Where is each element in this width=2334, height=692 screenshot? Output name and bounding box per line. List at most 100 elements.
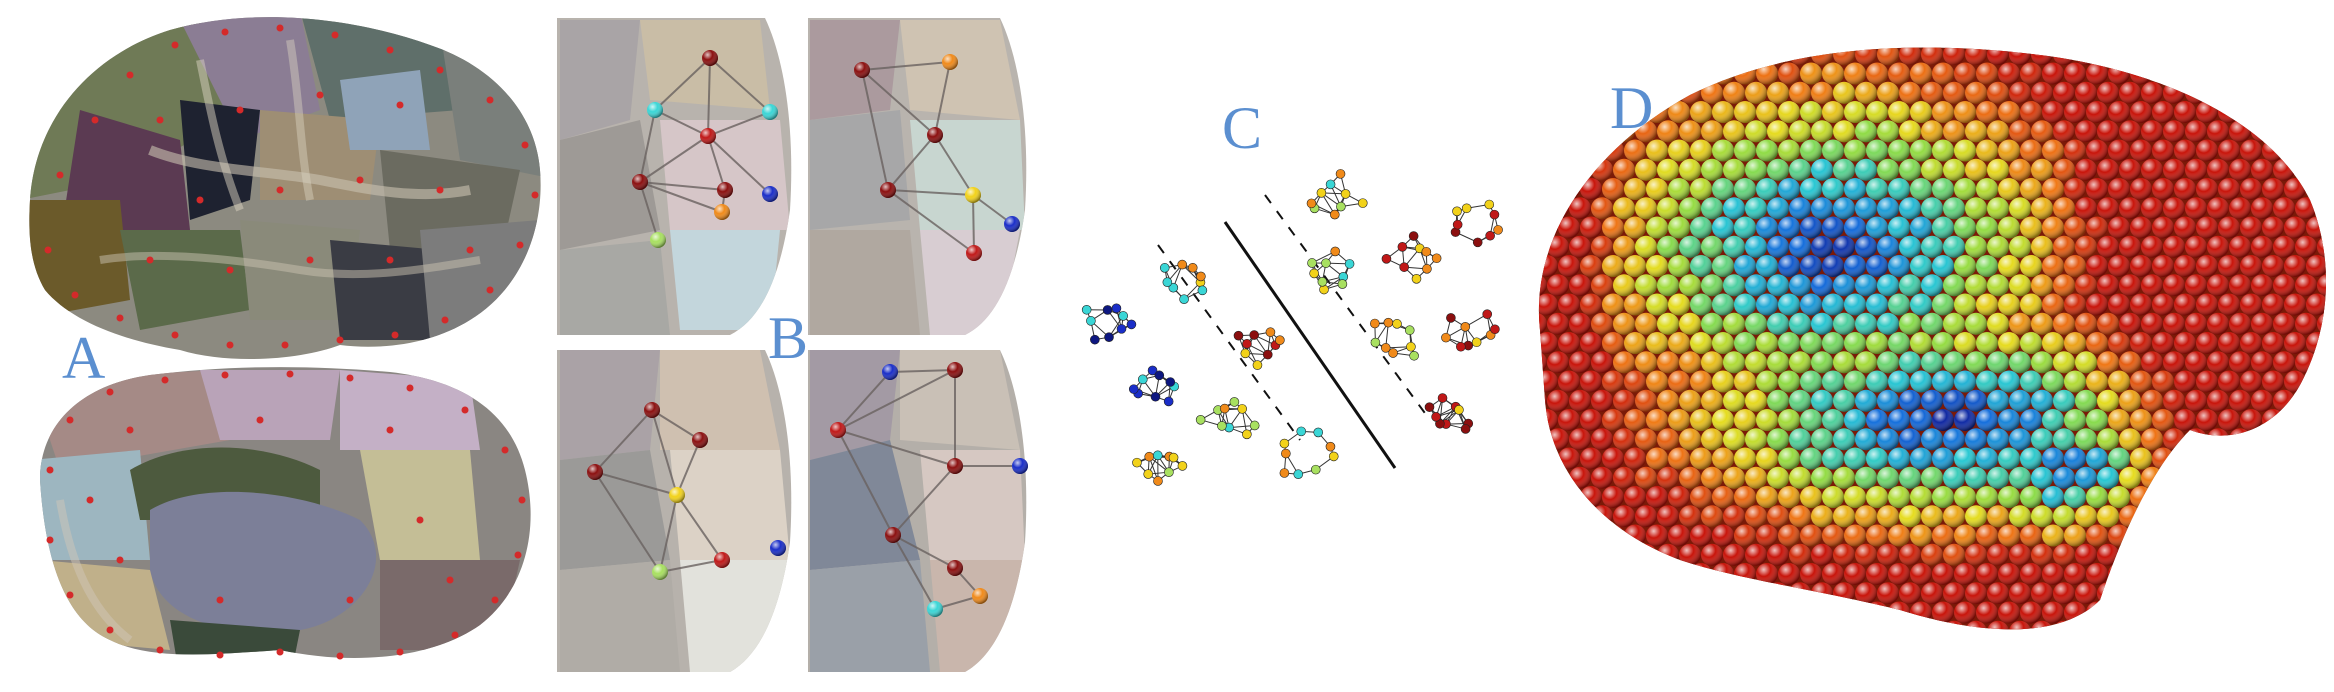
cortical-node-highlight [2207, 274, 2229, 296]
cortical-node-highlight [2163, 236, 2185, 258]
cortical-node-highlight [1679, 582, 1701, 604]
cortical-node-highlight [2306, 294, 2328, 316]
cortical-node-highlight [2174, 101, 2196, 123]
cortical-node-highlight [1591, 274, 1613, 296]
cortical-node-highlight [2328, 63, 2334, 85]
cortical-node-highlight [2130, 525, 2152, 547]
cortical-node-highlight [1580, 332, 1602, 354]
cortical-node-sphere [1536, 486, 1558, 508]
cortical-node-highlight [1976, 448, 1998, 470]
cortical-node-highlight [2317, 505, 2334, 527]
cortical-node-highlight [2273, 621, 2295, 643]
cortical-node-highlight [1723, 582, 1745, 604]
cortical-node-highlight [1514, 332, 1536, 354]
cortical-node-sphere [1580, 24, 1602, 46]
cortical-node-highlight [1954, 486, 1976, 508]
cortical-node-highlight [2075, 467, 2097, 489]
cortical-node-highlight [1525, 351, 1547, 373]
cortical-node-highlight [1701, 544, 1723, 566]
network-node-shade [717, 182, 733, 198]
cortical-node-highlight [1767, 313, 1789, 335]
cortical-node-highlight [2240, 563, 2262, 585]
cortical-node-highlight [2108, 178, 2130, 200]
cortical-node-highlight [2328, 140, 2334, 162]
cortical-node-sphere [1569, 159, 1591, 181]
cortical-node-sphere [1569, 621, 1591, 643]
cortical-node-sphere [2251, 582, 2273, 604]
cortical-node-highlight [2163, 390, 2185, 412]
cortical-node-highlight [2229, 390, 2251, 412]
cortical-node-sphere [1525, 505, 1547, 527]
cortical-node-highlight [2328, 448, 2334, 470]
landmark-marker [397, 649, 404, 656]
cortical-node-highlight [2163, 43, 2185, 65]
cortical-node-highlight [1943, 428, 1965, 450]
cortical-node-highlight [1822, 448, 1844, 470]
cortical-node-highlight [1624, 332, 1646, 354]
cortical-node-sphere [2163, 621, 2185, 643]
small-graph-node [1198, 286, 1207, 295]
cortical-node-highlight [2185, 159, 2207, 181]
small-graph-node [1472, 338, 1481, 347]
cortical-node-highlight [1723, 82, 1745, 104]
cortical-node-highlight [2152, 255, 2174, 277]
cortical-node-sphere [2141, 582, 2163, 604]
cortical-node-highlight [1712, 563, 1734, 585]
cortical-node-highlight [1657, 351, 1679, 373]
cortical-node-highlight [2031, 351, 2053, 373]
cortical-node-highlight [1613, 159, 1635, 181]
cortical-node-sphere [2306, 101, 2328, 123]
cortical-node-sphere [2196, 24, 2218, 46]
cortical-node-highlight [1965, 313, 1987, 335]
cortical-node-highlight [1888, 178, 1910, 200]
cortical-node-sphere [2141, 621, 2163, 643]
cortical-node-highlight [2020, 255, 2042, 277]
cortical-node-sphere [1580, 101, 1602, 123]
cortical-node-highlight [2196, 332, 2218, 354]
cortical-node-highlight [1657, 43, 1679, 65]
network-node-shade [885, 527, 901, 543]
cortical-node-highlight [1679, 428, 1701, 450]
cortical-node-highlight [2207, 82, 2229, 104]
cortical-node-highlight [1580, 178, 1602, 200]
landmark-marker [392, 332, 399, 339]
cortical-node-highlight [1525, 43, 1547, 65]
network-node-shade [770, 540, 786, 556]
cortical-node-highlight [1767, 236, 1789, 258]
cortical-node-highlight [1679, 621, 1701, 643]
cortical-node-highlight [2130, 217, 2152, 239]
cortical-node-highlight [2075, 505, 2097, 527]
cortical-node-highlight [1602, 217, 1624, 239]
cortical-node-highlight [1536, 371, 1558, 393]
cortical-node-highlight [1668, 409, 1690, 431]
cortical-node-highlight [1954, 563, 1976, 585]
cortical-node-highlight [1668, 525, 1690, 547]
cortical-node-highlight [2328, 178, 2334, 200]
cortical-node-highlight [1987, 621, 2009, 643]
cortical-node-highlight [2196, 140, 2218, 162]
cortical-node-highlight [1811, 313, 1833, 335]
cortical-node-highlight [1558, 101, 1580, 123]
cortical-node-highlight [1690, 255, 1712, 277]
cortical-node-highlight [2218, 24, 2240, 46]
cortical-node-highlight [2075, 159, 2097, 181]
cortical-node-sphere [2163, 467, 2185, 489]
cortical-node-highlight [2185, 313, 2207, 335]
cortical-node-highlight [2020, 24, 2042, 46]
small-graph-node [1153, 476, 1162, 485]
cortical-node-sphere [2251, 82, 2273, 104]
small-graph-node [1370, 319, 1379, 328]
cortical-node-highlight [2185, 390, 2207, 412]
cortical-node-highlight [1514, 525, 1536, 547]
cortical-node-highlight [2086, 24, 2108, 46]
cortical-node-sphere [1591, 43, 1613, 65]
cortical-node-highlight [2086, 602, 2108, 624]
cortical-node-highlight [2119, 467, 2141, 489]
cortical-node-highlight [2229, 236, 2251, 258]
cortical-node-highlight [1822, 63, 1844, 85]
cortical-node-sphere [2196, 602, 2218, 624]
cortical-node-highlight [1756, 178, 1778, 200]
cortical-node-highlight [2053, 43, 2075, 65]
